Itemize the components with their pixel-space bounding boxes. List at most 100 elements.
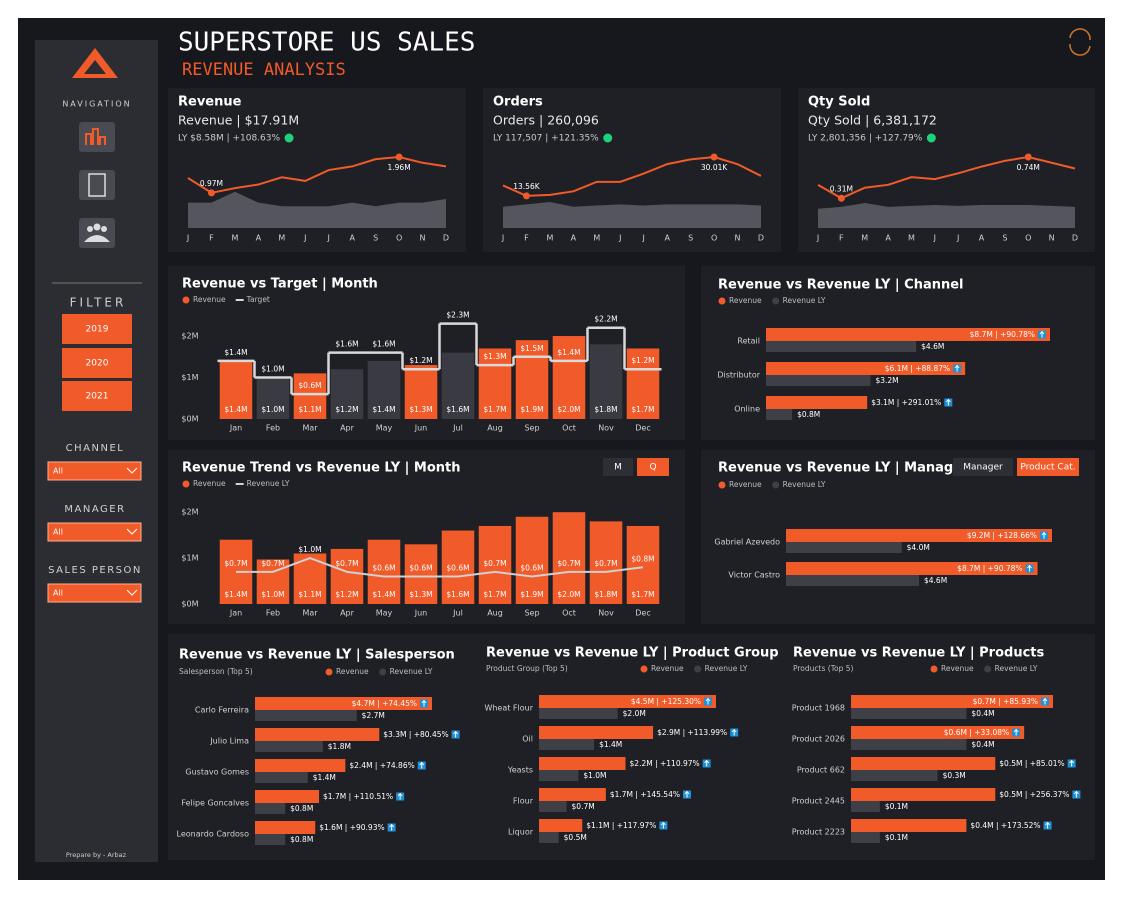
nav-button[interactable] [79,170,115,200]
bar-label: $2.7M [362,711,385,720]
legend-dot [325,668,333,676]
y-tick-label: Flour [513,797,534,806]
bar-label: $0.7M [572,802,595,811]
bar [255,728,380,741]
status-dot [284,133,294,143]
bar [851,819,967,832]
toggle-label: Q [649,463,656,473]
page-title: SUPERSTORE US SALES [178,28,475,58]
bar-label: $2.0M [557,405,580,414]
line-label: $1.4M [557,348,580,357]
x-tick-label: May [376,424,393,433]
bar-ly [539,708,618,719]
year-button[interactable] [62,314,132,344]
bar [851,726,1025,739]
page-subtitle: REVENUE ANALYSIS [182,60,346,80]
slicer-label: CHANNEL [66,443,125,454]
bar [786,562,1038,575]
nav-label: NAVIGATION [62,100,131,109]
dropdown[interactable] [47,583,142,603]
bar-label: $1.7M | +145.54% [610,790,680,799]
bar-ly [539,770,579,781]
x-tick-label: A [979,234,985,243]
point-label: 0.31M [830,184,853,193]
bar [441,352,475,419]
bar [256,378,290,419]
bar [515,516,549,604]
bar [515,340,549,419]
chart-title: Revenue vs Revenue LY | Channel [718,278,964,293]
bar-label: $1.6M | +90.93% [319,823,384,832]
line-label: $1.5M [520,344,543,353]
trend-arrow [389,823,395,831]
dropdown[interactable] [47,522,142,542]
x-tick-label: O [396,234,402,243]
bar-label: $8.7M | +90.78% [957,564,1022,573]
bar-label: $1.4M [372,590,395,599]
x-tick-label: Jun [414,424,428,433]
line-label: $0.8M [631,554,654,563]
chevron [126,589,138,596]
legend-dot [182,296,190,304]
trend-arrow [1039,330,1045,338]
bar [539,788,606,801]
bar-label: $3.1M | +291.01% [871,398,941,407]
dropdown[interactable] [47,461,142,481]
status-dot [603,133,613,143]
bar [589,521,623,604]
line-label: $1.2M [409,356,432,365]
bar [766,328,1050,341]
nav-people[interactable] [79,218,115,248]
legend-dot [984,665,992,673]
toggle-button[interactable] [603,458,633,476]
toggle-button[interactable] [637,458,669,476]
x-tick-label: N [735,234,741,243]
x-tick-label: O [711,234,717,243]
toggle-label: Manager [963,463,1003,473]
x-tick-label: Mar [302,424,318,433]
kpi-headline: Revenue | $17.91M [178,113,299,128]
x-tick-label: Dec [635,609,650,618]
dropdown-value: All [53,467,63,476]
toggle-button[interactable] [953,458,1013,476]
x-tick-label: N [420,234,426,243]
kpi-point [837,194,845,202]
year-button[interactable] [62,381,132,411]
trend-arrow [661,821,666,829]
bar-label: $0.6M | +33.08% [944,728,1009,737]
x-tick-label: Apr [340,424,355,433]
year-button[interactable] [62,348,132,378]
nav-button[interactable] [79,218,115,248]
x-tick-label: Jan [229,609,242,618]
x-tick-label: A [256,234,262,243]
y-tick-label: $1M [181,373,198,382]
bar [219,360,253,419]
x-tick-label: J [303,234,306,243]
bar-label: $1.0M [583,771,606,780]
bar-ly [539,801,567,812]
ly-area [818,203,1075,228]
trend-arrow [1074,790,1079,798]
y-tick-label: Gabriel Azevedo [714,538,780,547]
nav-report[interactable] [79,122,115,152]
line-label: $0.6M [446,563,469,572]
y-tick-label: Online [734,405,760,414]
nav-list[interactable] [79,170,115,200]
toggle-button[interactable] [1017,458,1079,476]
bar-label: $0.3M [943,771,966,780]
bar-label: $2.9M | +113.99% [657,728,727,737]
card-title: Revenue [178,95,242,110]
legend-dot [772,481,780,489]
point-label: 0.74M [1017,163,1040,172]
bar-label: $1.7M [483,590,506,599]
legend-label: Revenue LY [783,296,826,305]
line-label: $0.7M [483,559,506,568]
bar-label: $1.6M [446,405,469,414]
kpi-comparison: LY 2,801,356 | +127.79% [808,134,923,144]
bar-label: $1.4M [313,773,336,782]
refresh[interactable] [1069,28,1091,56]
kpi-comparison: LY $8.58M | +108.63% [178,134,280,144]
legend-label: Revenue [336,667,369,676]
x-tick-label: F [524,234,529,243]
